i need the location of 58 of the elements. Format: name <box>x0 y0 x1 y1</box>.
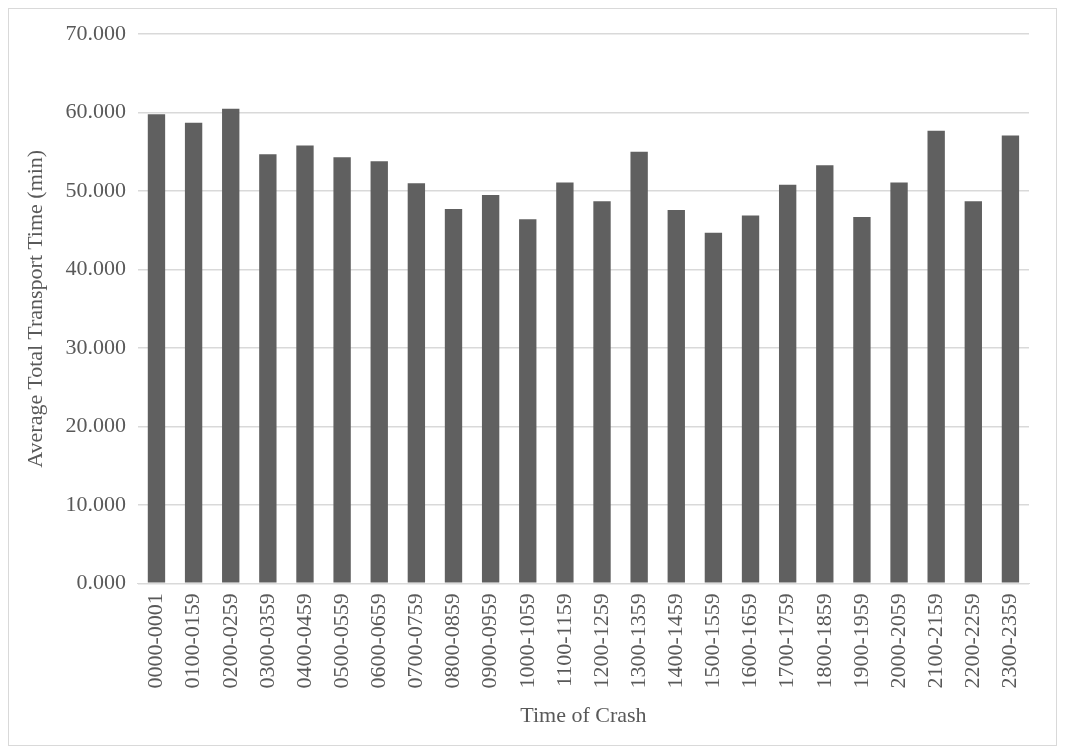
y-tick-label: 20.000 <box>65 412 126 438</box>
x-tick-label: 0800-0859 <box>439 593 465 689</box>
x-tick-label: 1300-1359 <box>624 593 650 689</box>
x-tick-label: 2100-2159 <box>921 593 947 689</box>
x-tick-label: 2200-2259 <box>959 593 985 689</box>
x-tick-label: 0200-0259 <box>216 593 242 689</box>
x-tick-label: 1700-1759 <box>773 593 799 689</box>
bar <box>407 183 426 583</box>
bar <box>593 201 611 583</box>
bar <box>890 182 908 583</box>
x-tick-label: 0400-0459 <box>290 593 316 689</box>
bar <box>630 151 648 583</box>
x-tick-label: 2000-2059 <box>884 593 910 689</box>
bar <box>184 122 203 583</box>
bar <box>222 108 240 583</box>
y-tick-label: 60.000 <box>65 98 126 124</box>
x-tick-label: 1900-1959 <box>847 593 873 689</box>
y-tick-label: 0.000 <box>76 569 126 595</box>
bar <box>519 219 537 583</box>
x-tick-label: 1600-1659 <box>736 593 762 689</box>
x-tick-label: 1500-1559 <box>699 593 725 689</box>
bar <box>816 165 834 583</box>
bar <box>927 130 945 583</box>
x-tick-label: 1100-1159 <box>550 593 576 687</box>
bar <box>444 209 463 583</box>
x-tick-label: 0500-0559 <box>327 593 353 689</box>
x-tick-label: 0900-0959 <box>476 593 502 689</box>
x-tick-label: 1400-1459 <box>662 593 688 689</box>
x-tick-label: 0600-0659 <box>365 593 391 689</box>
x-tick-label: 1800-1859 <box>810 593 836 689</box>
bar <box>964 201 982 583</box>
bar <box>741 215 760 583</box>
bar <box>259 154 277 583</box>
y-axis-title: Average Total Transport Time (min) <box>21 149 47 468</box>
x-tick-label: 1000-1059 <box>513 593 539 689</box>
bar <box>370 161 388 583</box>
x-tick-label: 2300-2359 <box>996 593 1022 689</box>
bar <box>704 232 723 583</box>
bar <box>778 184 797 583</box>
x-tick-label: 0100-0159 <box>179 593 205 689</box>
y-tick-label: 10.000 <box>65 490 126 516</box>
bar <box>296 145 314 583</box>
bar <box>853 216 871 583</box>
bar <box>667 209 685 583</box>
x-tick-label: 0700-0759 <box>402 593 428 689</box>
x-tick-label: 0000-0001 <box>142 593 168 689</box>
bar <box>1001 135 1020 583</box>
y-tick-label: 40.000 <box>65 255 126 281</box>
y-tick-label: 30.000 <box>65 333 126 359</box>
x-tick-label: 1200-1259 <box>587 593 613 689</box>
bar <box>147 114 166 583</box>
bar <box>481 195 500 583</box>
bar <box>333 157 351 583</box>
bar <box>556 182 574 583</box>
y-tick-label: 70.000 <box>65 19 126 45</box>
x-axis-title: Time of Crash <box>520 701 647 727</box>
y-tick-label: 50.000 <box>65 176 126 202</box>
x-tick-label: 0300-0359 <box>253 593 279 689</box>
